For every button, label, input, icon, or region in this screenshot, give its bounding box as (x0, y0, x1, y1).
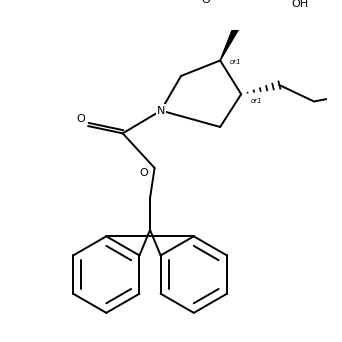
Text: N: N (157, 106, 165, 116)
Text: or1: or1 (250, 98, 262, 104)
Text: OH: OH (291, 0, 308, 9)
Text: or1: or1 (229, 59, 241, 65)
Text: O: O (76, 114, 85, 124)
Text: O: O (139, 168, 148, 177)
Text: O: O (201, 0, 210, 5)
Polygon shape (220, 18, 244, 61)
